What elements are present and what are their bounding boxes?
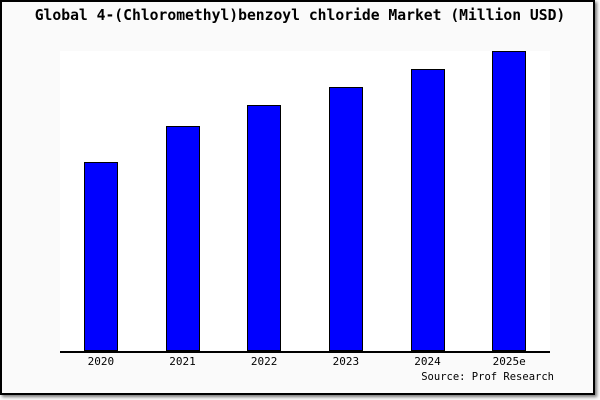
chart-title: Global 4-(Chloromethyl)benzoyl chloride … (34, 7, 566, 24)
bar-slot-2020 (60, 51, 142, 351)
bar-2021 (165, 126, 200, 351)
x-tick-2023: 2023 (332, 355, 360, 368)
bar-2024 (410, 69, 445, 351)
bar-slot-2022 (223, 51, 305, 351)
bar-2025e (492, 51, 527, 351)
plot-area (60, 51, 550, 353)
bar-slot-2023 (305, 51, 387, 351)
x-axis-tick-labels: 2020 2021 2022 2023 2024 2025e (60, 355, 550, 368)
bar-2023 (328, 87, 363, 351)
bar-slot-2024 (387, 51, 469, 351)
x-tick-2022: 2022 (250, 355, 278, 368)
x-tick-2025e: 2025e (492, 355, 526, 368)
x-tick-2021: 2021 (169, 355, 196, 368)
bar-slot-2025e (468, 51, 550, 351)
bar-2020 (83, 162, 118, 351)
x-tick-2020: 2020 (87, 355, 115, 368)
bar-2022 (247, 105, 282, 351)
chart-frame (0, 0, 595, 395)
source-note: Source: Prof Research (421, 371, 554, 383)
bar-slot-2021 (142, 51, 224, 351)
x-tick-2024: 2024 (414, 355, 441, 368)
